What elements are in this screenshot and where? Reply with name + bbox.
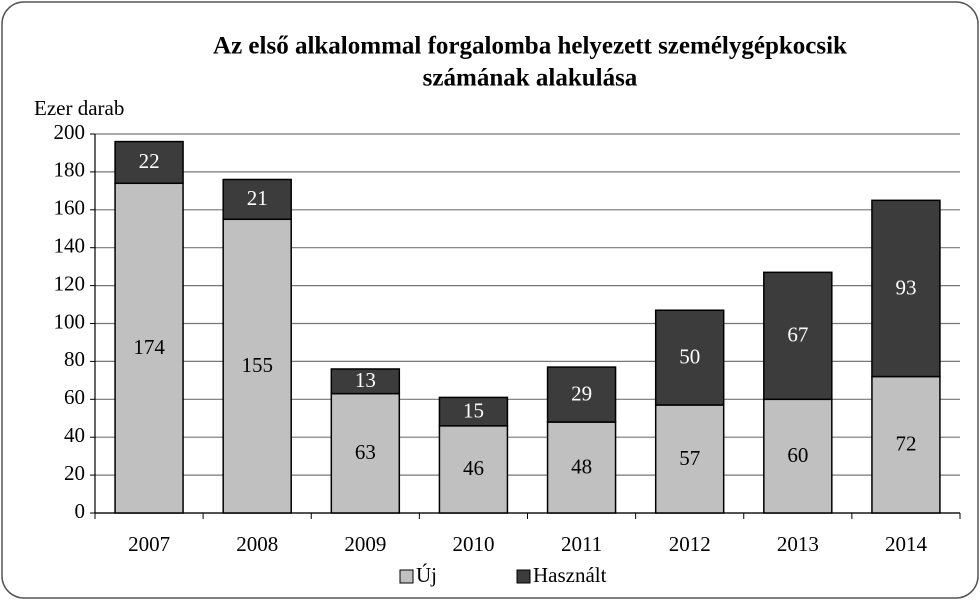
data-label: 57	[679, 446, 700, 470]
y-tick-label: 140	[54, 234, 86, 258]
y-tick-label: 20	[64, 461, 85, 485]
y-tick-label: 100	[54, 309, 86, 333]
x-tick-label: 2008	[236, 532, 278, 556]
bar-segment	[438, 396, 509, 427]
bar-segment	[438, 425, 509, 514]
data-label: 22	[139, 149, 160, 173]
bar-segment	[330, 392, 401, 514]
bar-segment	[763, 271, 833, 401]
bar-segment	[654, 309, 725, 406]
data-label: 72	[895, 432, 916, 456]
x-tick-label: 2011	[561, 532, 602, 556]
data-label: 46	[463, 456, 484, 480]
x-tick-label: 2013	[777, 532, 819, 556]
bar-segment	[114, 182, 184, 514]
bar-segment	[546, 366, 617, 423]
bar-segment	[871, 199, 941, 378]
legend-label: Használt	[533, 563, 607, 587]
data-label: 67	[787, 323, 808, 347]
y-tick-label: 160	[54, 196, 86, 220]
chart-title: számának alakulása	[423, 65, 638, 92]
legend-label: Új	[416, 563, 437, 587]
data-label: 50	[679, 344, 700, 368]
y-tick-label: 0	[75, 499, 86, 523]
x-tick-label: 2012	[669, 532, 711, 556]
data-label: 21	[247, 186, 268, 210]
bar-segment	[114, 140, 184, 185]
data-label: 15	[463, 398, 484, 422]
y-tick-label: 180	[54, 158, 86, 182]
bar-segment	[222, 218, 292, 514]
x-tick-label: 2014	[885, 532, 928, 556]
x-tick-label: 2010	[452, 532, 494, 556]
x-tick-label: 2007	[128, 532, 170, 556]
data-label: 93	[895, 275, 916, 299]
y-axis-label: Ezer darab	[34, 96, 124, 120]
data-label: 174	[133, 335, 165, 359]
y-tick-label: 120	[54, 271, 86, 295]
data-label: 155	[241, 353, 273, 377]
chart-title: Az első alkalommal forgalomba helyezett …	[213, 33, 847, 60]
bar-segment	[654, 404, 725, 514]
y-tick-label: 200	[54, 120, 86, 144]
bar-segment	[222, 178, 292, 221]
legend-swatch	[516, 569, 531, 584]
x-tick-label: 2009	[344, 532, 386, 556]
y-tick-label: 80	[64, 347, 85, 371]
data-label: 63	[355, 440, 376, 464]
legend-swatch	[399, 569, 414, 584]
data-label: 48	[571, 454, 592, 478]
y-tick-label: 40	[64, 423, 85, 447]
data-label: 13	[355, 368, 376, 392]
data-label: 60	[787, 443, 808, 467]
bar-segment	[330, 368, 401, 395]
data-label: 29	[571, 381, 592, 405]
y-tick-label: 60	[64, 385, 85, 409]
